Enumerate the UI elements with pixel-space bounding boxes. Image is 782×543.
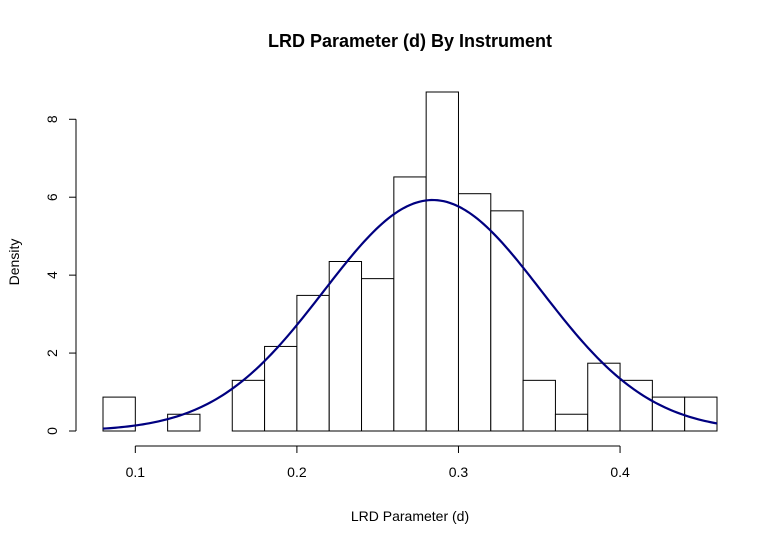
histogram-bar bbox=[393, 176, 427, 432]
histogram-bar bbox=[522, 379, 556, 432]
density-curve bbox=[102, 198, 718, 430]
histogram-bar bbox=[102, 396, 136, 432]
y-tick-label: 0 bbox=[44, 427, 60, 435]
histogram-bar bbox=[619, 379, 653, 432]
x-axis-label: LRD Parameter (d) bbox=[351, 508, 469, 524]
x-tick-label: 0.1 bbox=[126, 464, 146, 480]
histogram-bar bbox=[296, 294, 330, 432]
y-tick-label: 6 bbox=[44, 193, 60, 201]
histogram-bar bbox=[425, 91, 459, 432]
histogram-bar bbox=[231, 379, 266, 432]
x-tick-label: 0.2 bbox=[287, 464, 307, 480]
histogram-bar bbox=[328, 261, 363, 432]
y-axis-label: Density bbox=[6, 239, 22, 286]
histogram-bar bbox=[554, 413, 589, 432]
histogram-bar bbox=[457, 193, 492, 432]
histogram-bars bbox=[102, 91, 718, 432]
histogram-bar bbox=[684, 396, 718, 432]
histogram-bar bbox=[264, 345, 298, 432]
y-axis: 0 2 4 6 8 bbox=[44, 115, 77, 435]
density-curve-layer bbox=[102, 198, 718, 430]
x-tick-label: 0.3 bbox=[449, 464, 469, 480]
chart-title: LRD Parameter (d) By Instrument bbox=[268, 31, 552, 51]
y-tick-label: 4 bbox=[44, 271, 60, 279]
y-tick-label: 8 bbox=[44, 115, 60, 123]
histogram-bar bbox=[361, 278, 395, 432]
x-tick-label: 0.4 bbox=[610, 464, 630, 480]
histogram-bar bbox=[490, 210, 524, 432]
x-axis: 0.1 0.2 0.3 0.4 bbox=[126, 445, 630, 480]
y-tick-label: 2 bbox=[44, 349, 60, 357]
